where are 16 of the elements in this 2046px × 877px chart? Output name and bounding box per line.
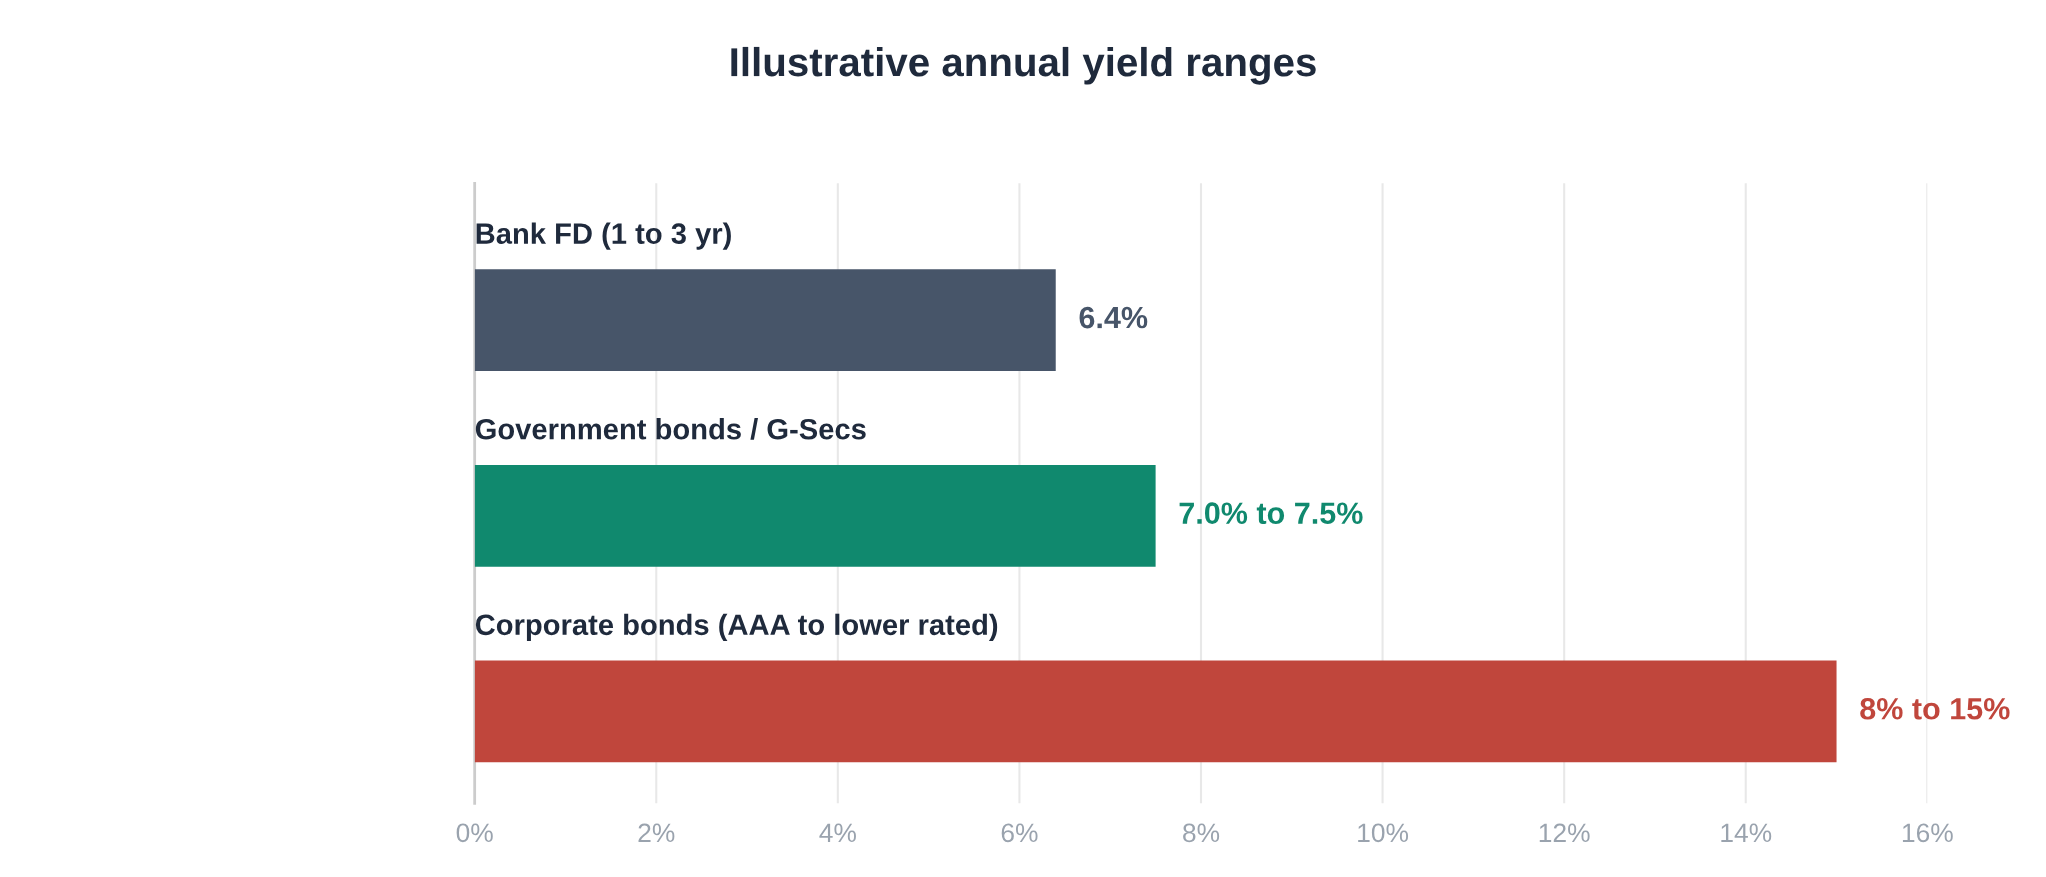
x-tick-label: 6%: [1001, 823, 1038, 843]
x-tick-label: 16%: [1902, 823, 1953, 843]
y-tick-label: Bank FD (1 to 3 yr): [476, 222, 731, 250]
x-tick-label: 0%: [456, 823, 493, 843]
y-tick-label: Corporate bonds (AAA to lower rated): [475, 613, 998, 641]
y-tick-label: Government bonds / G-Secs: [475, 418, 866, 440]
x-tick-label: 8%: [1183, 823, 1220, 843]
x-tick-label: 2%: [638, 823, 675, 843]
x-tick-label: 4%: [819, 823, 856, 843]
x-tick-label: 10%: [1358, 823, 1409, 843]
x-tick-label: 14%: [1721, 823, 1772, 843]
x-tick-label: 12%: [1539, 823, 1590, 843]
data-label: 6.4%: [1079, 306, 1148, 329]
chart-title: Illustrative annual yield ranges: [731, 46, 1316, 85]
data-label: 8% to 15%: [1860, 697, 2010, 720]
data-label: 7.0% to 7.5%: [1179, 502, 1363, 525]
